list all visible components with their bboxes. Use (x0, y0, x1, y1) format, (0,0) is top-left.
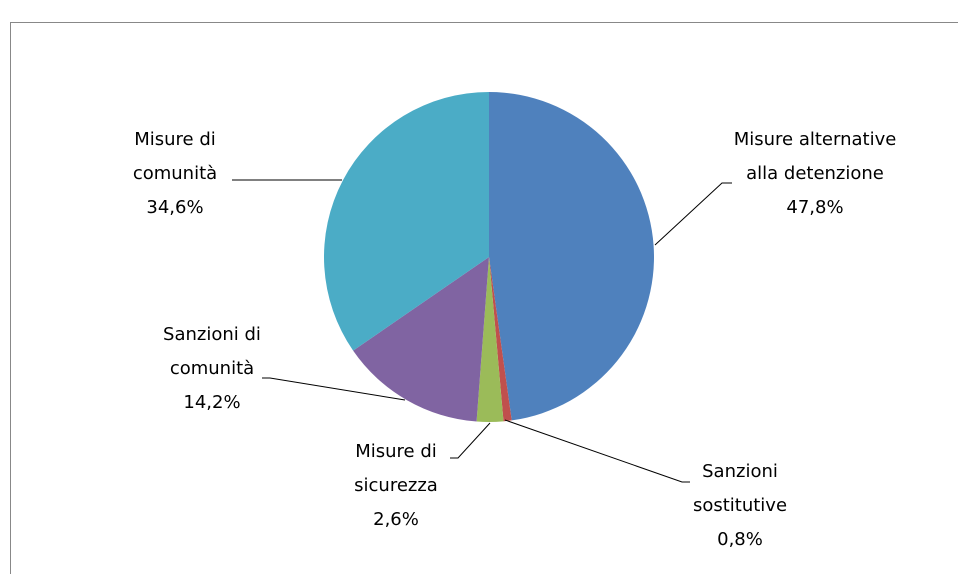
leader-line (654, 182, 732, 246)
pie-slice (353, 257, 489, 422)
value-label: 2,6% (373, 509, 419, 530)
data-label: Misure di comunità 34,6% (113, 123, 238, 225)
data-label: Sanzioni sostitutive 0,8% (675, 455, 805, 557)
category-label: Misure di comunità (132, 129, 218, 184)
value-label: 14,2% (183, 392, 241, 413)
value-label: 0,8% (717, 529, 763, 550)
category-label: Misure di sicurezza (354, 441, 438, 496)
category-label: Sanzioni di comunità (163, 324, 261, 379)
chart-frame (10, 22, 958, 574)
leader-line (450, 422, 491, 459)
pie-slice (476, 257, 504, 423)
category-label: Sanzioni sostitutive (692, 461, 788, 516)
category-label: Misure alternative alla detenzione (733, 129, 897, 184)
value-label: 34,6% (146, 197, 204, 218)
pie-slice (489, 257, 512, 422)
leader-line (504, 419, 690, 483)
data-label: Misure alternative alla detenzione 47,8% (733, 123, 898, 225)
data-label: Misure di sicurezza 2,6% (341, 435, 451, 537)
value-label: 47,8% (786, 197, 844, 218)
leader-line (262, 377, 406, 401)
data-label: Sanzioni di comunità 14,2% (150, 318, 275, 420)
pie-slice (489, 92, 655, 421)
pie-slice (324, 91, 489, 351)
